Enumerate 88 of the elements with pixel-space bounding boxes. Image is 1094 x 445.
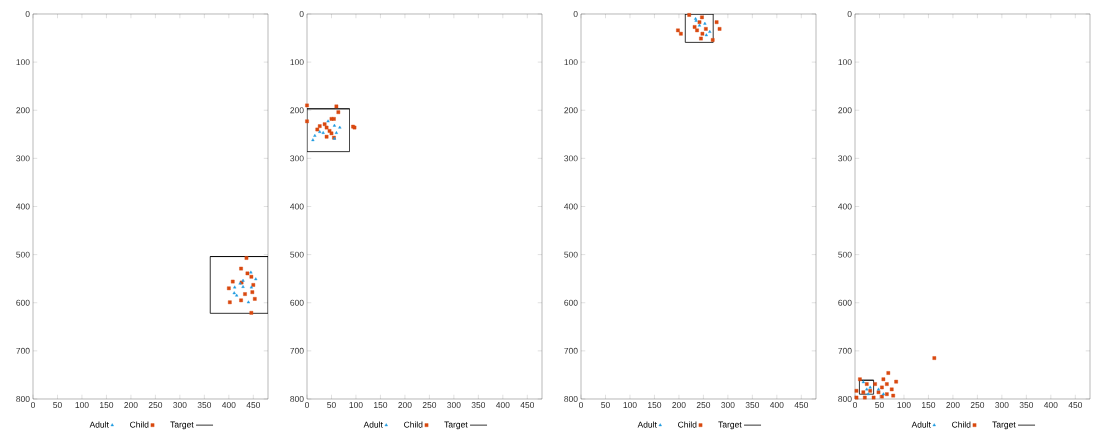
x-tick-label: 200 (124, 402, 138, 408)
x-tick-label: 350 (197, 402, 212, 408)
y-tick-label: 200 (290, 107, 304, 114)
x-tick-label: 100 (75, 402, 89, 408)
x-tick-label: 50 (327, 402, 336, 408)
x-tick-label: 0 (852, 402, 858, 408)
y-tick-label: 100 (564, 59, 578, 66)
legend-label: Target (444, 421, 468, 430)
y-tick-label: 0 (847, 11, 852, 17)
x-tick-label: 200 (672, 402, 686, 408)
y-tick-label: 500 (16, 251, 30, 258)
y-tick-label: 700 (16, 347, 30, 354)
x-tick-label: 150 (100, 402, 114, 408)
y-tick-label: 400 (290, 203, 304, 210)
legend-label: Child (404, 421, 423, 428)
y-tick-label: 500 (290, 251, 304, 258)
y-tick-label: 200 (838, 107, 852, 114)
x-tick-label: 200 (398, 402, 412, 408)
x-tick-label: 350 (1019, 402, 1034, 408)
legend-label: Target (170, 421, 194, 430)
y-tick-label: 600 (290, 299, 304, 306)
y-tick-label: 0 (299, 11, 304, 17)
legend-label: Target (718, 421, 742, 430)
y-tick-label: 400 (564, 203, 578, 210)
y-tick-label: 600 (838, 299, 852, 306)
y-tick-label: 400 (838, 203, 852, 210)
x-tick-label: 450 (1068, 402, 1083, 408)
x-tick-label: 150 (374, 402, 388, 408)
x-tick-label: 200 (946, 402, 960, 408)
legend-label: Adult (911, 421, 931, 428)
x-tick-label: 250 (696, 402, 711, 408)
x-tick-label: 400 (221, 402, 236, 408)
x-tick-label: 0 (578, 402, 584, 408)
y-tick-label: 800 (564, 396, 578, 402)
y-tick-label: 700 (564, 347, 578, 354)
y-tick-label: 0 (573, 11, 578, 17)
y-tick-label: 800 (838, 396, 852, 402)
legend-label: Adult (89, 421, 109, 428)
x-tick-label: 300 (721, 402, 735, 408)
y-tick-label: 500 (564, 251, 578, 258)
y-tick-label: 200 (564, 107, 578, 114)
x-tick-label: 250 (148, 402, 163, 408)
x-tick-label: 450 (794, 402, 809, 408)
legend-label: Child (678, 421, 697, 428)
x-tick-label: 0 (304, 402, 310, 408)
x-tick-label: 50 (53, 402, 62, 408)
y-tick-label: 600 (16, 299, 30, 306)
x-tick-label: 250 (422, 402, 437, 408)
y-tick-label: 600 (564, 299, 578, 306)
x-tick-label: 50 (601, 402, 610, 408)
y-tick-label: 500 (838, 251, 852, 258)
x-tick-label: 300 (447, 402, 461, 408)
x-tick-label: 250 (970, 402, 985, 408)
x-tick-label: 400 (1043, 402, 1058, 408)
x-tick-label: 400 (495, 402, 510, 408)
y-tick-label: 100 (838, 59, 852, 66)
x-tick-label: 400 (769, 402, 784, 408)
y-tick-label: 400 (16, 203, 30, 210)
legend-label: Target (992, 421, 1016, 430)
y-tick-label: 700 (290, 347, 304, 354)
x-tick-label: 300 (995, 402, 1009, 408)
legend-label: Child (130, 421, 149, 428)
y-tick-label: 100 (16, 59, 30, 66)
y-tick-label: 300 (290, 155, 304, 162)
x-tick-label: 100 (897, 402, 911, 408)
y-tick-label: 100 (290, 59, 304, 66)
x-tick-label: 450 (246, 402, 261, 408)
x-tick-label: 350 (745, 402, 760, 408)
y-tick-label: 800 (290, 396, 304, 402)
y-tick-label: 800 (16, 396, 30, 402)
x-tick-label: 150 (922, 402, 936, 408)
y-tick-label: 300 (16, 155, 30, 162)
legend-label: Adult (363, 421, 383, 428)
x-tick-label: 150 (648, 402, 662, 408)
y-tick-label: 700 (838, 347, 852, 354)
legend-label: Child (952, 421, 971, 428)
y-tick-label: 0 (25, 11, 30, 17)
x-tick-label: 300 (173, 402, 187, 408)
x-tick-label: 100 (623, 402, 637, 408)
y-tick-label: 300 (564, 155, 578, 162)
y-tick-label: 200 (16, 107, 30, 114)
y-tick-label: 300 (838, 155, 852, 162)
x-tick-label: 50 (875, 402, 884, 408)
legend-label: Adult (637, 421, 657, 428)
x-tick-label: 450 (520, 402, 535, 408)
x-tick-label: 350 (471, 402, 486, 408)
x-tick-label: 100 (349, 402, 363, 408)
x-tick-label: 0 (30, 402, 36, 408)
